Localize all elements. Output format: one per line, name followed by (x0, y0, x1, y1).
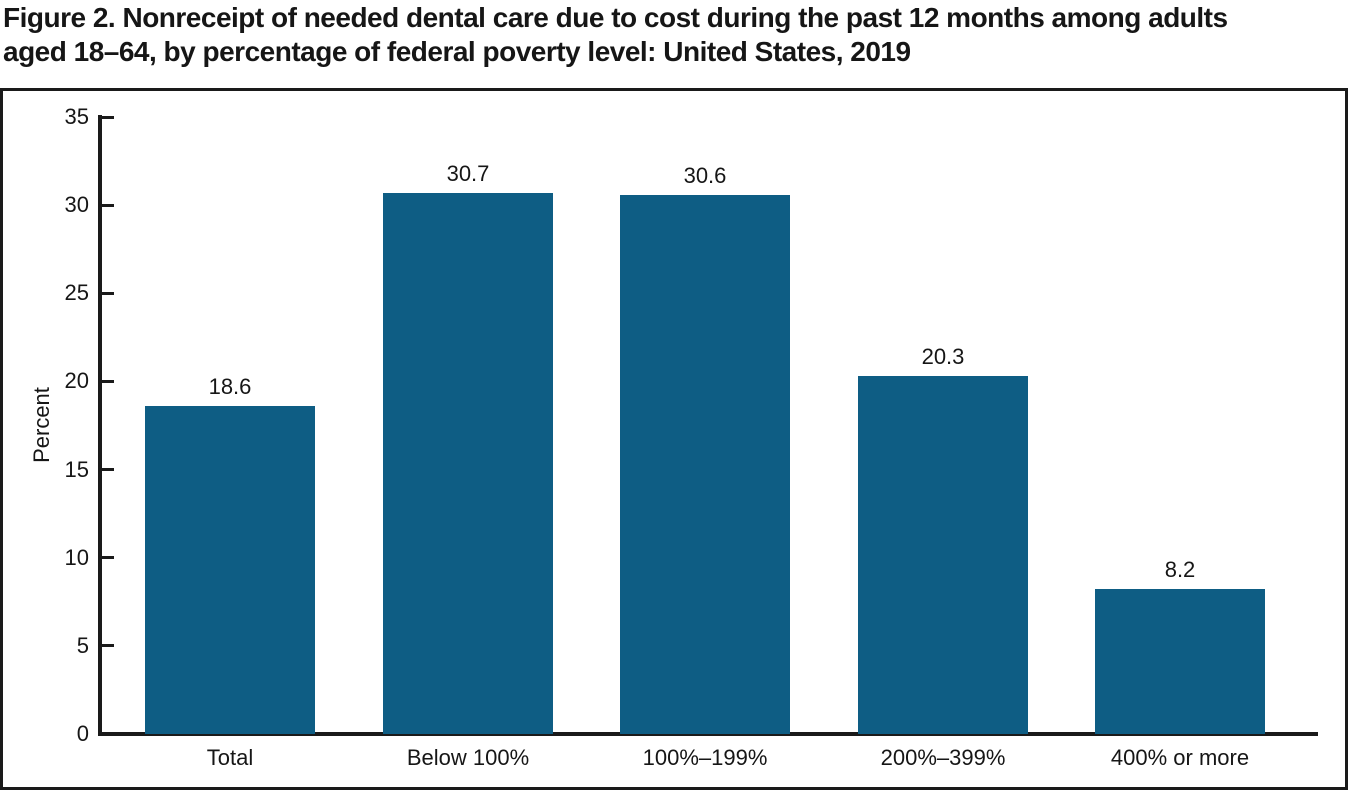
category-label: Below 100% (406, 745, 530, 770)
bar (145, 406, 315, 734)
figure-title: Figure 2. Nonreceipt of needed dental ca… (3, 1, 1228, 69)
bar (1095, 589, 1265, 734)
y-tick-label: 30 (64, 192, 89, 217)
y-tick (102, 204, 114, 207)
y-tick (102, 292, 114, 295)
y-tick (102, 468, 114, 471)
category-label: Total (206, 745, 254, 770)
bar-value-label: 18.6 (208, 374, 252, 399)
bar (383, 193, 553, 734)
y-axis-line (98, 115, 102, 736)
y-tick (102, 116, 114, 119)
y-tick-label: 0 (76, 721, 89, 746)
chart-frame: Percent 0 5 10 15 20 25 30 35 18.6 30.7 30.6 20.3 8… (0, 88, 1348, 790)
y-tick-label: 10 (64, 545, 89, 570)
figure-title-line1: Figure 2. Nonreceipt of needed dental ca… (3, 2, 1228, 33)
y-tick (102, 380, 114, 383)
bar-value-label: 20.3 (921, 344, 965, 369)
bar (620, 195, 790, 734)
y-tick (102, 733, 114, 736)
category-label: 100%–199% (642, 745, 768, 770)
category-label: 200%–399% (880, 745, 1006, 770)
category-label: 400% or more (1110, 745, 1250, 770)
y-tick-label: 35 (64, 104, 89, 129)
y-tick (102, 556, 114, 559)
y-tick-label: 5 (76, 633, 89, 658)
x-axis-line (98, 732, 1318, 736)
y-tick-label: 25 (64, 280, 89, 305)
bar (858, 376, 1028, 734)
y-tick (102, 644, 114, 647)
bar-value-label: 8.2 (1164, 557, 1196, 582)
bar-value-label: 30.6 (683, 163, 727, 188)
bar-value-label: 30.7 (446, 161, 490, 186)
figure-title-line2: aged 18–64, by percentage of federal pov… (3, 36, 911, 67)
y-tick-label: 15 (64, 457, 89, 482)
y-tick-label: 20 (64, 368, 89, 393)
y-axis-title: Percent (29, 387, 54, 463)
